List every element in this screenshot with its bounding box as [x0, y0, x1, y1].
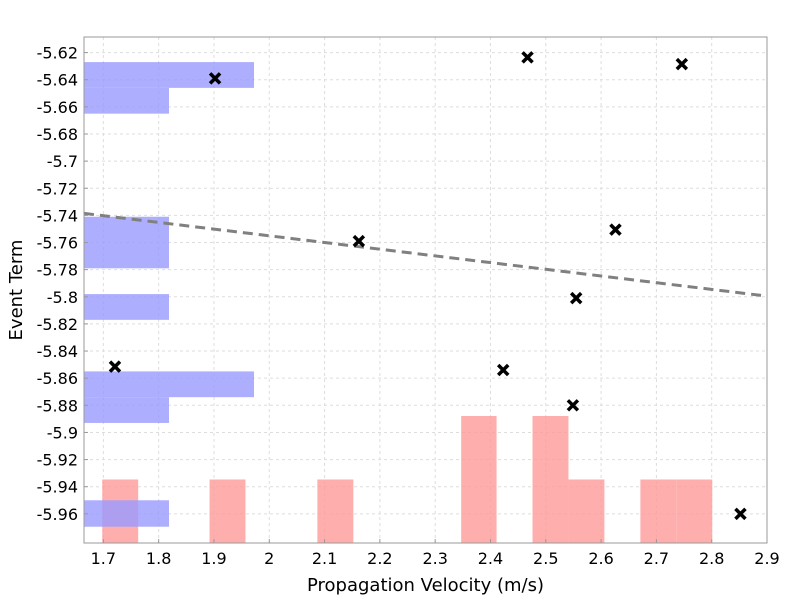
data-point-stroke — [675, 57, 689, 71]
trend-line-group — [83, 211, 768, 298]
y-tick-label: -5.78 — [37, 261, 78, 280]
x-tick-label: 2.5 — [533, 549, 558, 568]
y-histogram-bar — [84, 294, 169, 320]
data-point-stroke — [521, 51, 534, 64]
x-tick-label: 1.8 — [146, 549, 171, 568]
y-tick-labels: -5.62 -5.64 -5.66 -5.68 -5.7 -5.72 -5.74 -5.76 -… — [37, 44, 88, 524]
data-point-stroke — [352, 234, 366, 248]
x-tick-label: 2 — [264, 549, 274, 568]
x-tick-label: 2.6 — [588, 549, 613, 568]
x-tick-label: 2.3 — [422, 549, 447, 568]
x-histogram-bar — [568, 479, 605, 543]
y-tick-label: -5.62 — [37, 44, 78, 63]
data-point — [609, 223, 622, 236]
data-point — [521, 51, 534, 64]
trend-line — [83, 211, 768, 298]
x-tick-labels: 1.7 1.8 1.9 2 2.1 2.2 2.3 2.4 2.5 2.6 2.7 2.8 2.9 — [91, 539, 780, 568]
y-tick-label: -5.7 — [47, 152, 78, 171]
x-histogram-bar — [532, 416, 569, 543]
y-tick-label: -5.8 — [47, 288, 78, 307]
y-histogram-bar — [84, 397, 169, 423]
x-tick-label: 2.4 — [478, 549, 503, 568]
y-histogram-bar — [84, 500, 169, 527]
y-tick-label: -5.94 — [37, 478, 78, 497]
y-tick-label: -5.86 — [37, 369, 78, 388]
data-point — [675, 57, 689, 71]
x-axis-title: Propagation Velocity (m/s) — [307, 575, 544, 596]
y-histogram-bar — [84, 87, 169, 114]
data-point-stroke — [208, 72, 222, 85]
x-tick-label: 2.9 — [754, 549, 779, 568]
data-point-stroke — [566, 399, 580, 412]
y-axis-title: Event Term — [6, 240, 27, 341]
x-histogram-bar — [676, 479, 713, 543]
data-point-stroke — [734, 507, 747, 521]
data-points — [108, 51, 747, 521]
y-tick-label: -5.9 — [47, 423, 78, 442]
data-point — [208, 72, 222, 85]
data-point — [496, 363, 510, 377]
data-point — [352, 234, 366, 248]
y-tick-label: -5.88 — [37, 396, 78, 415]
data-point-stroke — [108, 360, 122, 373]
x-tick-label: 1.9 — [201, 549, 226, 568]
data-point — [569, 291, 583, 305]
x-tick-label: 2.2 — [367, 549, 392, 568]
plot-frame — [83, 36, 768, 544]
y-tick-label: -5.64 — [37, 71, 78, 90]
data-point-stroke — [569, 291, 583, 305]
x-tick-label: 2.7 — [644, 549, 669, 568]
y-tick-label: -5.72 — [37, 179, 78, 198]
plot-background — [84, 37, 767, 543]
y-tick-label: -5.76 — [37, 234, 78, 253]
data-point — [566, 399, 580, 412]
x-histogram-bar — [209, 479, 246, 543]
y-histogram-bar — [84, 371, 254, 398]
x-histogram-bar — [317, 479, 354, 543]
y-tick-label: -5.96 — [37, 505, 78, 524]
x-tick-label: 2.1 — [312, 549, 337, 568]
y-tick-label: -5.82 — [37, 315, 78, 334]
x-histogram-bar — [640, 479, 677, 543]
data-point-stroke — [609, 223, 622, 236]
y-tick-label: -5.84 — [37, 342, 78, 361]
x-tick-label: 2.8 — [699, 549, 724, 568]
x-histogram-bar — [461, 416, 497, 543]
y-histogram-bar — [84, 62, 254, 88]
y-tick-label: -5.66 — [37, 98, 78, 117]
y-tick-label: -5.68 — [37, 125, 78, 144]
data-point — [734, 507, 747, 521]
x-tick-label: 1.7 — [91, 549, 116, 568]
y-histogram — [84, 62, 254, 527]
data-point-stroke — [496, 363, 510, 377]
y-histogram-bar — [84, 242, 169, 269]
data-point — [108, 360, 122, 373]
y-tick-label: -5.92 — [37, 451, 78, 470]
y-tick-label: -5.74 — [37, 206, 78, 225]
